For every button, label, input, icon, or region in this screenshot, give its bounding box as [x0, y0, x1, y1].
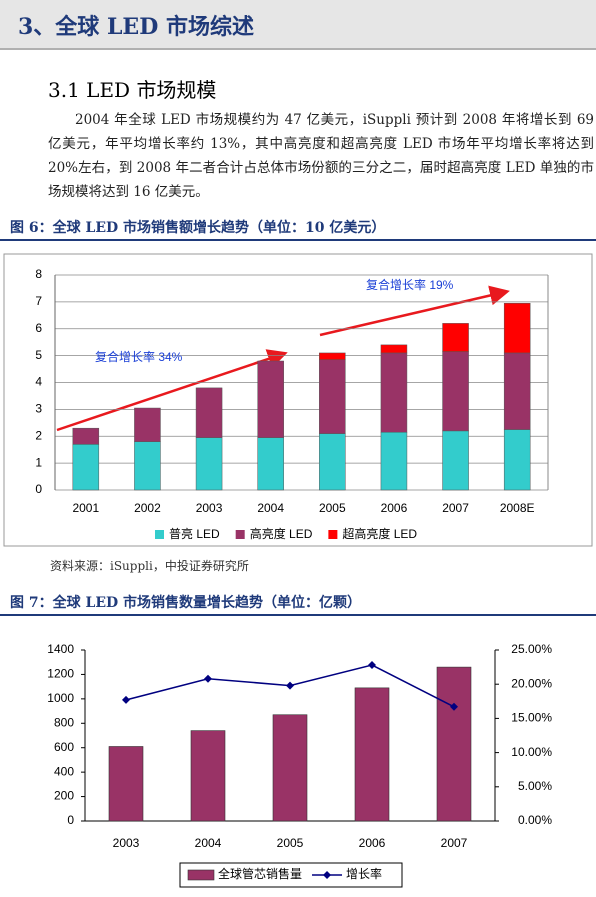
y-tick-label: 1400 [47, 642, 74, 656]
y-tick-label: 4 [35, 375, 42, 389]
bar-segment [442, 430, 469, 491]
y-tick-label: 0 [67, 813, 74, 827]
line-marker [122, 695, 130, 704]
x-tick-label: 2003 [113, 836, 140, 850]
bar-segment [442, 351, 469, 432]
legend-label: 超高亮度 LED [342, 526, 417, 541]
bar [354, 687, 390, 822]
annotation: 复合增长率 34% [95, 349, 183, 364]
y2-tick-label: 10.00% [511, 745, 552, 759]
x-tick-label: 2007 [442, 501, 469, 515]
y2-tick-label: 5.00% [518, 779, 552, 793]
bar-segment [319, 359, 346, 434]
y-tick-label: 600 [54, 740, 74, 754]
x-tick-label: 2002 [134, 501, 161, 515]
legend-label: 增长率 [346, 866, 382, 881]
y-tick-label: 2 [35, 428, 42, 442]
y2-tick-label: 15.00% [511, 711, 552, 725]
x-tick-label: 2005 [277, 836, 304, 850]
paragraph: 2004 年全球 LED 市场规模约为 47 亿美元，iSuppli 预计到 2… [48, 112, 594, 200]
x-tick-label: 2001 [72, 501, 99, 515]
bar-segment [503, 429, 531, 491]
x-tick-label: 2003 [196, 501, 223, 515]
legend-swatch [328, 530, 338, 539]
header-title: 3、全球 LED 市场综述 [18, 14, 254, 40]
x-tick-label: 2004 [257, 501, 284, 515]
bar-segment [442, 323, 469, 352]
bar-segment [503, 302, 531, 354]
figure-caption: 图 6：全球 LED 市场销售额增长趋势（单位：10 亿美元） [0, 217, 596, 241]
section-title: 3.1 LED 市场规模 [48, 78, 217, 102]
y-tick-label: 8 [35, 267, 42, 281]
x-tick-label: 2008E [500, 501, 535, 515]
y-tick-label: 800 [54, 715, 74, 729]
x-tick-label: 2005 [319, 501, 346, 515]
bar-segment [257, 437, 284, 491]
y2-tick-label: 20.00% [511, 676, 552, 690]
y-tick-label: 1000 [47, 691, 74, 705]
trend-arrow [319, 285, 510, 337]
legend-label: 高亮度 LED [250, 526, 313, 541]
y-tick-label: 0 [35, 482, 42, 496]
bar-segment [72, 444, 100, 491]
bar [436, 666, 472, 822]
source-note: 资料来源：iSuppli，中投证券研究所 [50, 559, 249, 573]
bar [190, 730, 226, 822]
bar-segment [319, 352, 346, 360]
bar-segment [195, 437, 223, 491]
legend-swatch [235, 530, 245, 539]
y-tick-label: 200 [54, 789, 74, 803]
x-tick-label: 2006 [359, 836, 386, 850]
chart: 0 1 2 3 4 5 6 7 8 2001 2002 2003 2004 2005 2006 2007 200… [3, 253, 593, 547]
bar [108, 746, 144, 822]
bar-segment [380, 431, 408, 491]
header: 3、全球 LED 市场综述 [0, 0, 596, 50]
line-marker [204, 674, 212, 683]
chart-frame [3, 253, 593, 547]
legend-swatch [155, 530, 164, 539]
legend-swatch [323, 871, 332, 879]
legend-box [179, 862, 403, 888]
annotation: 复合增长率 19% [366, 277, 454, 292]
y-tick-label: 400 [54, 764, 74, 778]
legend-label: 全球管芯销售量 [218, 866, 302, 881]
bar-segment [257, 360, 284, 438]
bar-segment [195, 387, 223, 438]
bar-segment [380, 352, 408, 433]
y-tick-label: 5 [35, 348, 42, 362]
bar [272, 714, 308, 822]
x-tick-label: 2007 [441, 836, 468, 850]
legend-label: 普亮 LED [169, 526, 220, 541]
bar-segment [72, 427, 100, 445]
legend-swatch [187, 869, 215, 881]
y2-tick-label: 25.00% [511, 642, 552, 656]
bar-segment [503, 352, 531, 430]
y-tick-label: 3 [35, 402, 42, 416]
trend-arrow [56, 349, 288, 432]
bar-segment [134, 441, 161, 491]
line-marker [450, 702, 458, 711]
bar-segment [380, 344, 408, 354]
bar-segment [319, 433, 346, 491]
line-marker [368, 661, 376, 670]
y-tick-label: 7 [35, 294, 42, 308]
y2-tick-label: 0.00% [518, 813, 552, 827]
y-tick-label: 1200 [47, 667, 74, 681]
chart: 0 200 400 600 800 1000 1200 1400 0.00% 5.00% 10.00… [47, 642, 552, 888]
y-tick-label: 6 [35, 321, 42, 335]
bar-segment [134, 407, 161, 442]
x-tick-label: 2006 [381, 501, 408, 515]
x-tick-label: 2004 [195, 836, 222, 850]
figure-caption: 图 7：全球 LED 市场销售数量增长趋势（单位：亿颗） [0, 592, 596, 616]
y-tick-label: 1 [35, 455, 42, 469]
line-marker [286, 681, 294, 690]
